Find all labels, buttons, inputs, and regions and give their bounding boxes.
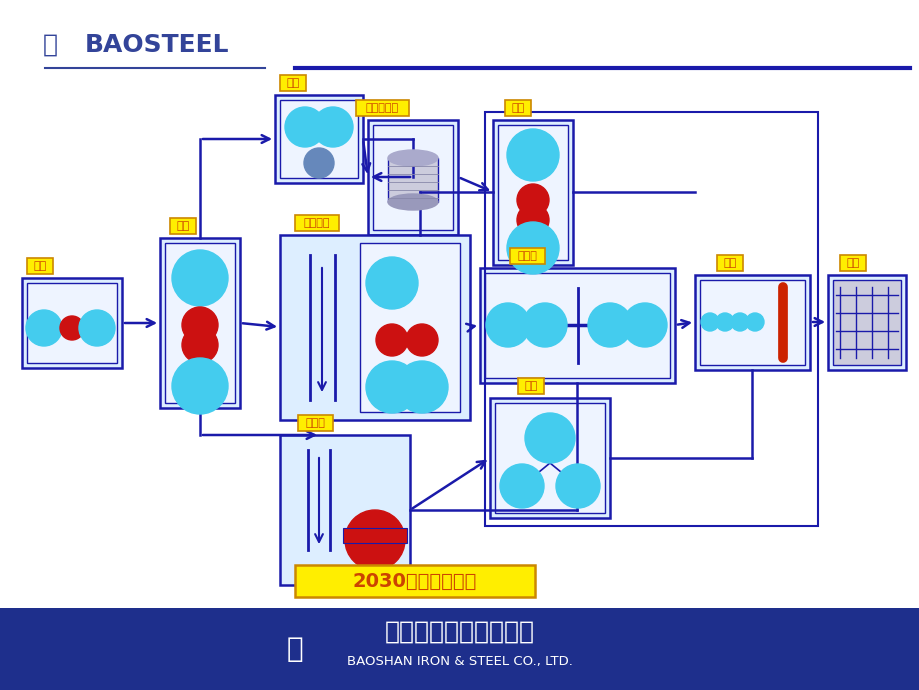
Ellipse shape: [388, 194, 437, 210]
Bar: [275, 95, 363, 183]
Text: Ⓑ: Ⓑ: [287, 635, 303, 663]
Bar: [356, 100, 409, 116]
Circle shape: [79, 310, 115, 346]
Text: 酸洗: 酸洗: [33, 261, 47, 271]
Bar: [279, 75, 306, 91]
Bar: [368, 120, 458, 235]
Circle shape: [731, 313, 748, 331]
Text: 2030单元工艺流程: 2030单元工艺流程: [352, 571, 477, 591]
Circle shape: [555, 464, 599, 508]
Circle shape: [587, 303, 631, 347]
Bar: [484, 112, 817, 526]
Text: 脱脂: 脱脂: [286, 78, 300, 88]
Bar: [359, 243, 460, 412]
Bar: [295, 215, 338, 231]
Bar: [279, 435, 410, 585]
Bar: [0, 0, 919, 90]
Bar: [484, 273, 669, 378]
Bar: [343, 528, 406, 543]
Bar: [494, 403, 605, 513]
Bar: [170, 218, 196, 234]
Text: Ⓑ: Ⓑ: [42, 33, 57, 57]
Circle shape: [182, 327, 218, 363]
Text: 宝山钢铁股份有限公司: 宝山钢铁股份有限公司: [384, 620, 535, 644]
Bar: [160, 238, 240, 408]
Text: 彩涂: 彩涂: [524, 381, 537, 391]
Bar: [298, 415, 333, 431]
Circle shape: [172, 250, 228, 306]
Bar: [839, 255, 865, 271]
Circle shape: [622, 303, 666, 347]
Bar: [0, 608, 919, 690]
Circle shape: [499, 464, 543, 508]
Bar: [165, 243, 234, 403]
Bar: [388, 158, 437, 202]
Bar: [827, 275, 905, 370]
Bar: [372, 125, 452, 230]
Circle shape: [366, 361, 417, 413]
Circle shape: [516, 204, 549, 236]
Circle shape: [700, 313, 719, 331]
Circle shape: [516, 184, 549, 216]
Circle shape: [60, 316, 84, 340]
Text: 平整: 平整: [511, 103, 524, 113]
Text: BAOSHAN IRON & STEEL CO., LTD.: BAOSHAN IRON & STEEL CO., LTD.: [346, 656, 573, 669]
Bar: [509, 248, 544, 264]
Bar: [27, 258, 53, 274]
Bar: [279, 100, 357, 178]
Bar: [694, 275, 809, 370]
Circle shape: [522, 303, 566, 347]
Bar: [295, 565, 535, 597]
Circle shape: [303, 148, 334, 178]
Circle shape: [506, 129, 559, 181]
Circle shape: [345, 510, 404, 570]
Circle shape: [285, 107, 324, 147]
Circle shape: [395, 361, 448, 413]
Text: 冷轧: 冷轧: [176, 221, 189, 231]
Text: 热镀锌: 热镀锌: [305, 418, 325, 428]
Circle shape: [485, 303, 529, 347]
Bar: [490, 398, 609, 518]
Circle shape: [525, 413, 574, 463]
Bar: [497, 125, 567, 260]
Bar: [22, 278, 122, 368]
Circle shape: [745, 313, 763, 331]
Circle shape: [376, 324, 407, 356]
Bar: [27, 283, 117, 363]
Ellipse shape: [388, 150, 437, 166]
Text: 罩式炉退火: 罩式炉退火: [366, 103, 399, 113]
Circle shape: [172, 358, 228, 414]
Circle shape: [405, 324, 437, 356]
Bar: [832, 280, 900, 365]
Text: 连续退火: 连续退火: [303, 218, 330, 228]
Bar: [505, 100, 530, 116]
Circle shape: [506, 222, 559, 274]
Text: 包装: 包装: [845, 258, 858, 268]
Bar: [517, 378, 543, 394]
Bar: [493, 120, 573, 265]
Circle shape: [182, 307, 218, 343]
Circle shape: [312, 107, 353, 147]
Circle shape: [366, 257, 417, 309]
Text: 精整: 精整: [722, 258, 736, 268]
Bar: [716, 255, 743, 271]
Bar: [699, 280, 804, 365]
Bar: [480, 268, 675, 383]
Text: BAOSTEEL: BAOSTEEL: [85, 33, 229, 57]
Circle shape: [715, 313, 733, 331]
Text: 电镀锌: 电镀锌: [517, 251, 537, 261]
Bar: [279, 235, 470, 420]
Circle shape: [26, 310, 62, 346]
